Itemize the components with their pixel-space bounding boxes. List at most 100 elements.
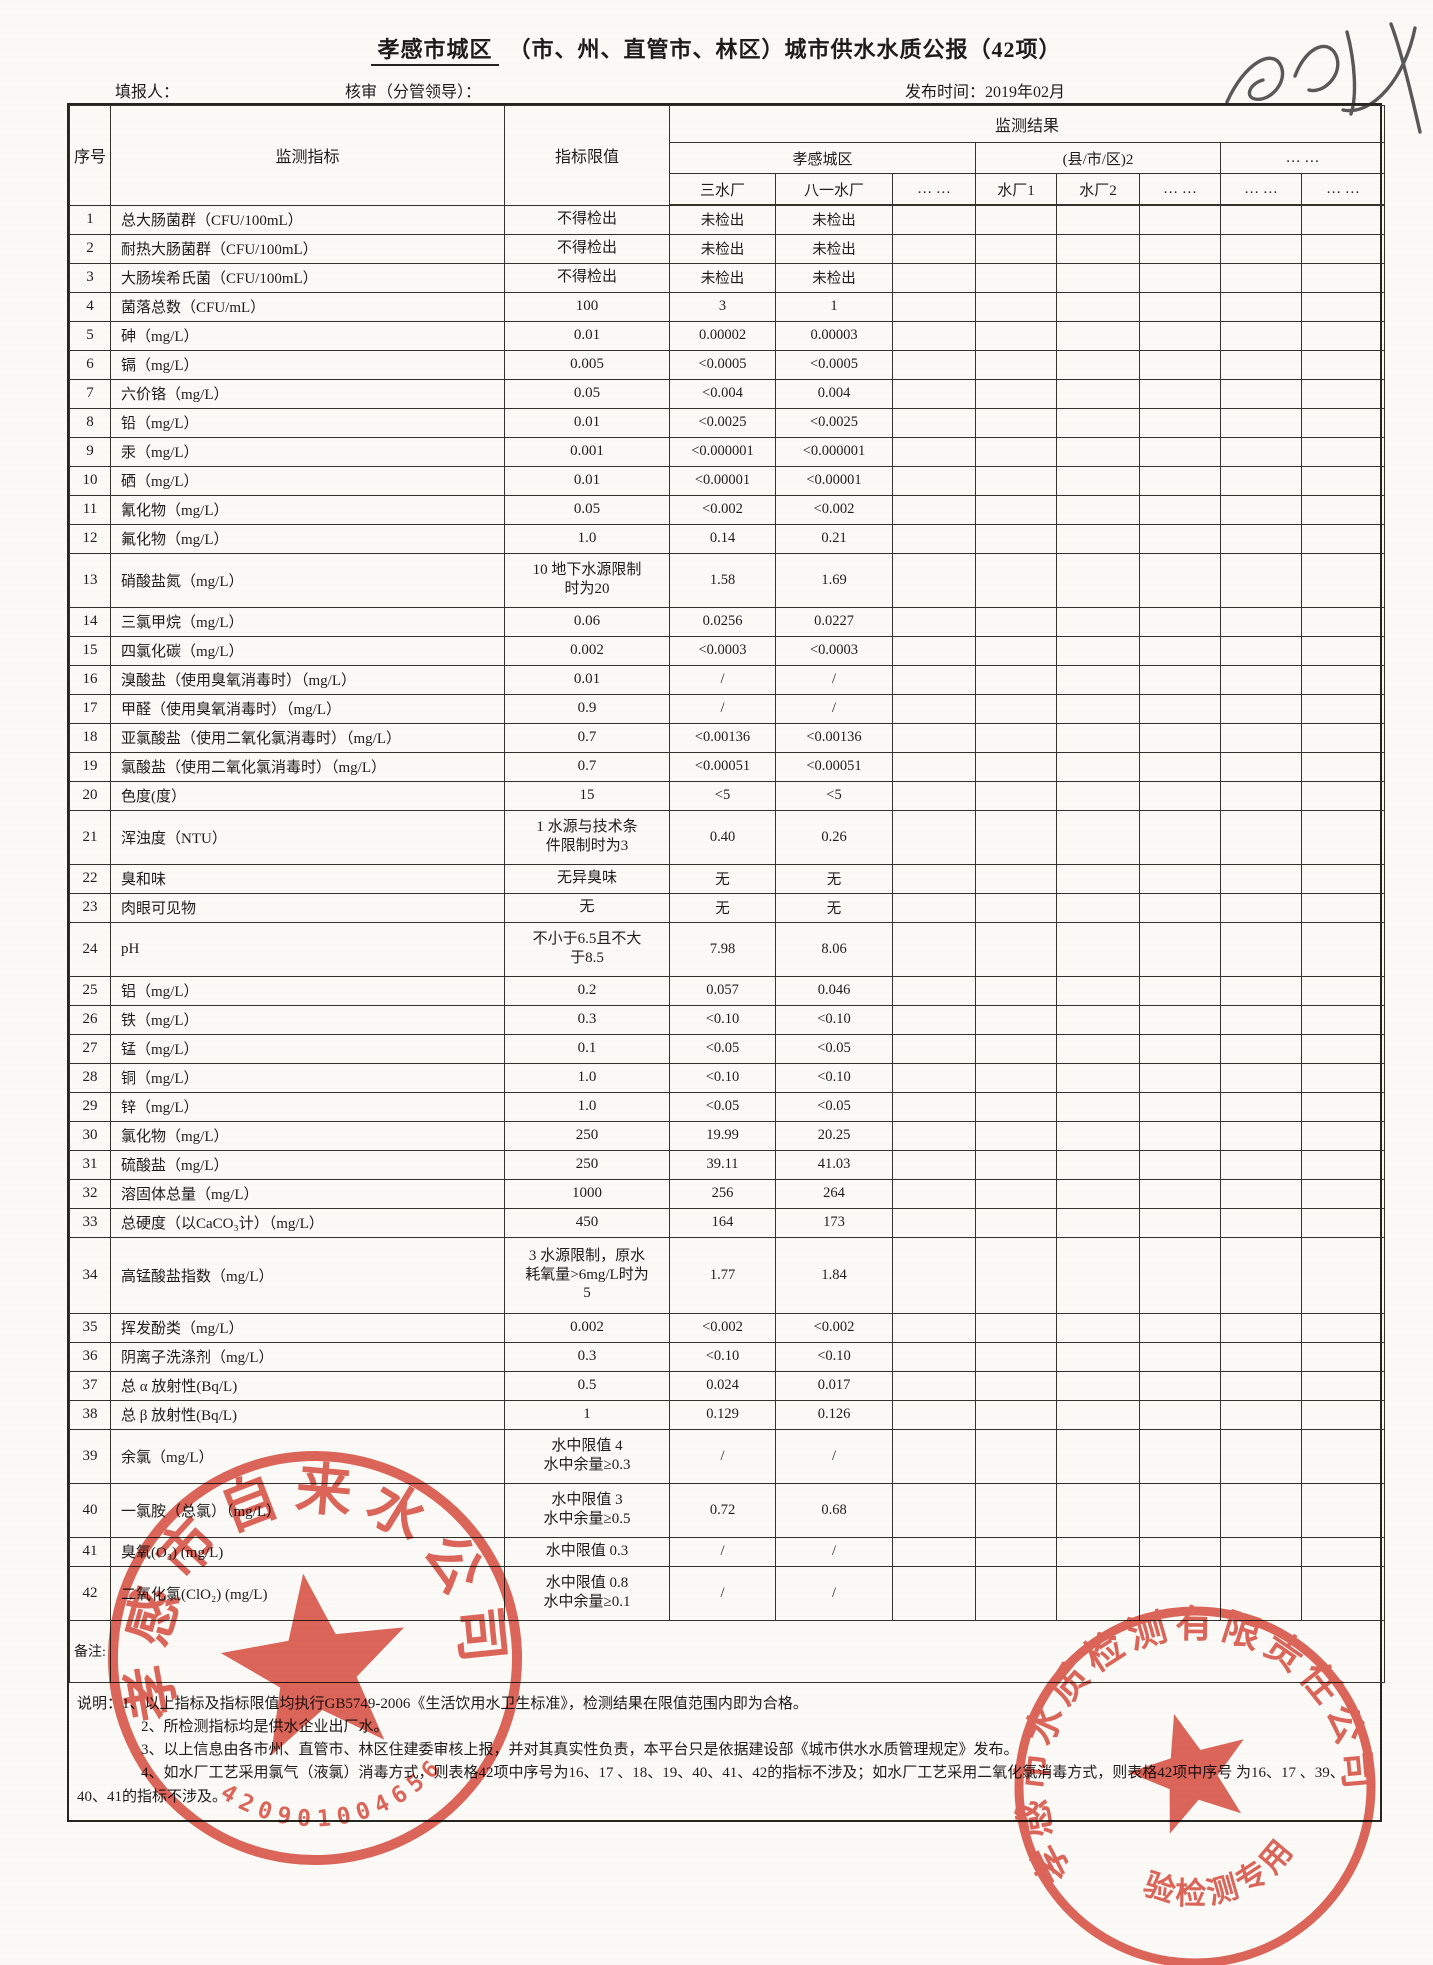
- empty-cell: [1056, 1482, 1140, 1538]
- table-row: 25 铝（mg/L） 0.2 0.057 0.046: [69, 975, 1386, 1006]
- row-value-plant1: /: [669, 664, 776, 695]
- row-seq: 9: [69, 436, 111, 467]
- empty-cell: [1300, 751, 1386, 782]
- empty-cell: [1056, 780, 1140, 811]
- empty-cell: [1220, 1120, 1302, 1151]
- row-indicator: 挥发酚类（mg/L）: [110, 1312, 505, 1343]
- testing-seal-stamp: 孝感市水质检测有限责任公司 检验检测专用章: [1000, 1592, 1388, 1965]
- empty-cell: [1139, 436, 1221, 467]
- empty-cell: [892, 892, 976, 923]
- empty-cell: [1139, 1149, 1221, 1180]
- table-row: 6 镉（mg/L） 0.005 <0.0005 <0.0005: [69, 349, 1386, 380]
- plant-header-8: … …: [1300, 173, 1386, 206]
- empty-cell: [892, 262, 976, 293]
- empty-cell: [1300, 1149, 1386, 1180]
- empty-cell: [1300, 1207, 1386, 1238]
- empty-cell: [975, 262, 1057, 293]
- empty-cell: [1139, 780, 1221, 811]
- row-value-plant2: <0.0025: [775, 407, 893, 438]
- table-row: 19 氯酸盐（使用二氧化氯消毒时）（mg/L） 0.7 <0.00051 <0.0005…: [69, 751, 1386, 782]
- row-value-plant2: 1: [775, 291, 893, 322]
- empty-cell: [892, 975, 976, 1006]
- row-value-plant1: 0.40: [669, 809, 776, 865]
- row-indicator: 氟化物（mg/L）: [110, 523, 505, 554]
- table-row: 9 汞（mg/L） 0.001 <0.000001 <0.000001: [69, 436, 1386, 467]
- row-value-plant1: 0.00002: [669, 320, 776, 351]
- table-row: 22 臭和味 无异臭味无无: [69, 863, 1386, 894]
- row-value-plant2: 0.126: [775, 1399, 893, 1430]
- row-seq: 14: [69, 606, 111, 637]
- row-indicator: 肉眼可见物: [110, 892, 505, 923]
- seal-star-icon: [220, 1573, 405, 1756]
- row-indicator: 阴离子洗涤剂（mg/L）: [110, 1341, 505, 1372]
- empty-cell: [1056, 1004, 1140, 1035]
- row-seq: 23: [69, 892, 111, 923]
- row-seq: 3: [69, 262, 111, 293]
- row-value-plant1: 0.0256: [669, 606, 776, 637]
- row-seq: 25: [69, 975, 111, 1006]
- empty-cell: [1220, 921, 1302, 977]
- note-item-4: 4、如水厂工艺采用氯气（液氯）消毒方式，则表格42项中序号为16、17 、18、…: [77, 1765, 1345, 1805]
- empty-cell: [892, 1091, 976, 1122]
- row-value-plant1: 0.129: [669, 1399, 776, 1430]
- plant-header-5: 水厂2: [1056, 173, 1140, 206]
- empty-cell: [975, 722, 1057, 753]
- row-value-plant1: /: [669, 693, 776, 724]
- empty-cell: [1056, 1120, 1140, 1151]
- row-indicator: 氰化物（mg/L）: [110, 494, 505, 525]
- empty-cell: [975, 1536, 1057, 1567]
- table-row: 41 臭氧(O₃) (mg/L) 水中限值 0.3//: [69, 1536, 1386, 1567]
- row-value-plant1: 1.58: [669, 552, 776, 608]
- empty-cell: [1300, 1236, 1386, 1314]
- empty-cell: [1056, 262, 1140, 293]
- empty-cell: [1139, 1091, 1221, 1122]
- empty-cell: [1220, 780, 1302, 811]
- empty-cell: [1056, 1565, 1140, 1621]
- empty-cell: [975, 349, 1057, 380]
- row-value-plant2: <0.10: [775, 1004, 893, 1035]
- row-seq: 7: [69, 378, 111, 409]
- empty-cell: [1300, 1033, 1386, 1064]
- empty-cell: [975, 635, 1057, 666]
- empty-cell: [1139, 863, 1221, 894]
- row-limit: 0.2: [504, 975, 670, 1006]
- plant-header-1: 三水厂: [669, 173, 776, 206]
- row-limit: 0.01: [504, 407, 670, 438]
- empty-cell: [892, 693, 976, 724]
- row-value-plant2: 8.06: [775, 921, 893, 977]
- row-seq: 2: [69, 233, 111, 264]
- table-row: 17 甲醛（使用臭氧消毒时）（mg/L） 0.9//: [69, 693, 1386, 724]
- row-indicator: 砷（mg/L）: [110, 320, 505, 351]
- row-value-plant2: 0.21: [775, 523, 893, 554]
- empty-cell: [892, 1370, 976, 1401]
- row-value-plant2: /: [775, 693, 893, 724]
- empty-cell: [892, 552, 976, 608]
- row-seq: 29: [69, 1091, 111, 1122]
- row-limit: 0.7: [504, 722, 670, 753]
- empty-cell: [1220, 1062, 1302, 1093]
- row-limit: 0.5: [504, 1370, 670, 1401]
- table-row: 26 铁（mg/L） 0.3 <0.10 <0.10: [69, 1004, 1386, 1035]
- row-value-plant1: /: [669, 1428, 776, 1484]
- empty-cell: [1056, 204, 1140, 235]
- empty-cell: [1220, 892, 1302, 923]
- empty-cell: [1300, 1178, 1386, 1209]
- row-value-plant2: <0.00051: [775, 751, 893, 782]
- row-indicator: 溶固体总量（mg/L）: [110, 1178, 505, 1209]
- empty-cell: [892, 320, 976, 351]
- empty-cell: [1056, 921, 1140, 977]
- empty-cell: [892, 606, 976, 637]
- row-limit: 不得检出: [504, 204, 670, 235]
- plant-header-4: 水厂1: [975, 173, 1057, 206]
- empty-cell: [975, 664, 1057, 695]
- empty-cell: [1056, 1149, 1140, 1180]
- empty-cell: [975, 1062, 1057, 1093]
- row-value-plant2: /: [775, 1565, 893, 1621]
- empty-cell: [1139, 1236, 1221, 1314]
- empty-cell: [1139, 1428, 1221, 1484]
- row-value-plant1: <0.002: [669, 494, 776, 525]
- empty-cell: [1220, 809, 1302, 865]
- title-rest: （市、州、直管市、林区）城市供水水质公报（42项）: [508, 37, 1062, 62]
- empty-cell: [975, 407, 1057, 438]
- empty-cell: [1139, 378, 1221, 409]
